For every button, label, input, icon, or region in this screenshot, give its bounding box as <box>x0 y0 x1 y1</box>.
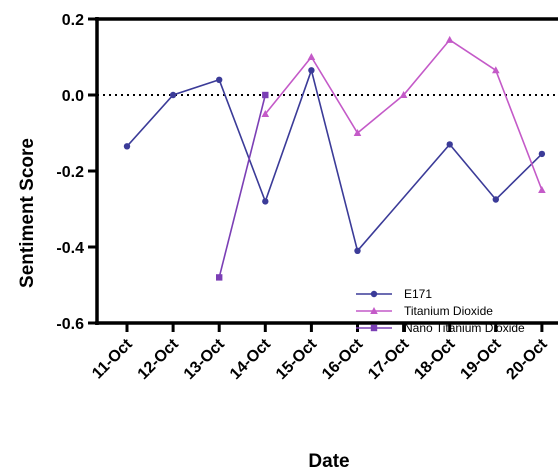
series-group <box>123 35 546 281</box>
y-tick-label: -0.4 <box>56 240 84 257</box>
legend-item: Nano Titanium Dioxide <box>356 321 525 335</box>
legend-label: Nano Titanium Dioxide <box>404 321 525 335</box>
data-point <box>353 129 362 136</box>
y-tick-label: -0.2 <box>56 164 84 181</box>
legend-label: Titanium Dioxide <box>404 304 493 318</box>
series-line <box>264 38 543 191</box>
y-axis-title: Sentiment Score <box>17 138 38 288</box>
legend-marker <box>370 290 378 298</box>
y-tick-label: 0.2 <box>62 12 84 29</box>
series-titanium-dioxide <box>261 35 546 193</box>
x-tick-label: 13-Oct <box>181 335 229 383</box>
series-e171 <box>123 67 546 254</box>
x-tick-label: 11-Oct <box>89 335 136 382</box>
legend-marker <box>370 307 378 314</box>
x-tick-label: 17-Oct <box>365 335 413 383</box>
x-tick-label: 14-Oct <box>227 335 275 383</box>
x-axis-title: Date <box>308 451 349 472</box>
data-point <box>308 67 315 74</box>
data-point <box>307 53 316 60</box>
y-tick-label: 0.0 <box>62 88 84 105</box>
data-point <box>538 186 546 193</box>
x-tick-label: 18-Oct <box>411 335 459 383</box>
data-point <box>538 150 546 158</box>
data-point <box>261 110 270 117</box>
series-line <box>126 67 543 253</box>
data-point <box>216 274 223 281</box>
x-tick-label: 16-Oct <box>319 335 367 383</box>
legend-item: E171 <box>356 287 432 301</box>
legend-label: E171 <box>404 287 432 301</box>
x-tick-label: 19-Oct <box>457 335 505 383</box>
series-nano-titanium-dioxide <box>216 91 269 281</box>
data-point <box>262 91 269 99</box>
x-tick-label: 12-Oct <box>135 335 183 383</box>
legend-marker <box>370 324 378 332</box>
legend: E171 Titanium Dioxide Nano Titanium Dioxid… <box>356 287 525 335</box>
data-point <box>445 35 454 43</box>
series-line <box>218 94 267 278</box>
data-point <box>262 198 269 205</box>
legend-item: Titanium Dioxide <box>356 304 493 318</box>
data-point <box>354 247 361 254</box>
data-point <box>123 143 131 150</box>
data-point <box>399 91 408 98</box>
data-point <box>492 66 500 74</box>
data-point <box>492 196 499 203</box>
y-tick-label: -0.6 <box>56 316 84 333</box>
data-point <box>169 91 177 99</box>
data-point <box>216 76 223 84</box>
x-tick-label: 20-Oct <box>503 335 551 383</box>
x-tick-label: 15-Oct <box>273 335 321 383</box>
data-point <box>446 141 453 148</box>
